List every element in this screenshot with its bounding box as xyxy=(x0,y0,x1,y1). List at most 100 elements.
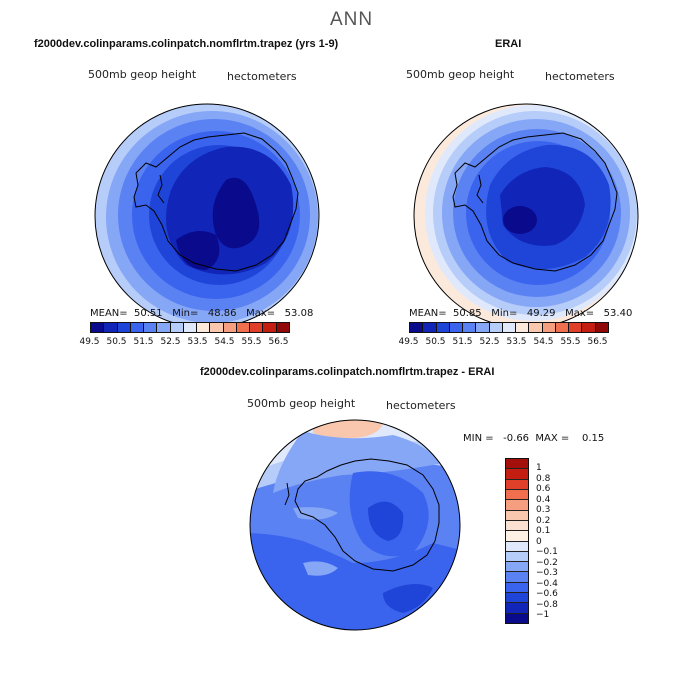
colorbar-swatch xyxy=(223,323,237,332)
obs-stats: MEAN= 50.85 Min= 49.29 Max= 53.40 xyxy=(409,308,632,319)
diff-min-value: -0.66 xyxy=(503,433,530,444)
obs-mean-label: MEAN= xyxy=(409,308,447,319)
colorbar-swatch xyxy=(506,603,528,614)
model-variable-label: 500mb geop height xyxy=(88,68,197,81)
colorbar-swatch xyxy=(506,551,528,563)
colorbar-swatch xyxy=(506,510,528,521)
obs-antarctica-outline xyxy=(452,132,618,272)
colorbar-tick-label: 0.2 xyxy=(536,515,551,526)
colorbar-tick-label: 52.5 xyxy=(479,337,500,347)
diff-antarctica-outline xyxy=(294,458,440,572)
colorbar-swatch xyxy=(130,323,145,332)
colorbar-tick-label: 56.5 xyxy=(587,337,608,347)
colorbar-swatch xyxy=(506,562,528,573)
obs-min-label: Min= xyxy=(491,308,518,319)
colorbar-swatch xyxy=(104,323,118,332)
model-mean-label: MEAN= xyxy=(90,308,128,319)
figure-title: ANN xyxy=(330,9,374,30)
colorbar-swatch xyxy=(555,323,570,332)
colorbar-tick-label: 0.6 xyxy=(536,484,551,495)
model-polar-map xyxy=(94,103,320,329)
colorbar-tick-label: 0.4 xyxy=(536,494,551,505)
colorbar-swatch xyxy=(449,323,464,332)
colorbar-swatch xyxy=(197,323,211,332)
diff-min-label: MIN = xyxy=(463,433,494,444)
colorbar-tick-label: 49.5 xyxy=(398,337,419,347)
colorbar-swatch xyxy=(506,469,528,480)
colorbar-tick-label: 53.5 xyxy=(506,337,527,347)
colorbar-tick-label: 56.5 xyxy=(268,337,289,347)
colorbar-swatch xyxy=(506,479,528,490)
colorbar-swatch xyxy=(529,323,543,332)
colorbar-tick-label: 0 xyxy=(536,536,542,547)
obs-units-label: hectometers xyxy=(545,70,615,83)
obs-max-label: Max= xyxy=(565,308,595,319)
obs-colorbar-ticks: 49.5 50.5 51.5 52.5 53.5 54.5 55.5 56.5 xyxy=(395,337,611,347)
diff-variable-label: 500mb geop height xyxy=(247,397,356,410)
obs-variable-label: 500mb geop height xyxy=(406,68,515,81)
colorbar-tick-label: 53.5 xyxy=(187,337,208,347)
colorbar-tick-label: −0.6 xyxy=(536,589,558,600)
model-min-label: Min= xyxy=(172,308,199,319)
colorbar-tick-label: 49.5 xyxy=(79,337,100,347)
colorbar-tick-label: 51.5 xyxy=(133,337,154,347)
colorbar-swatch xyxy=(250,323,264,332)
colorbar-tick-label: −0.3 xyxy=(536,568,558,579)
obs-max-value: 53.40 xyxy=(603,308,633,319)
colorbar-swatch xyxy=(516,323,530,332)
colorbar-swatch xyxy=(506,613,528,623)
colorbar-swatch xyxy=(436,323,450,332)
colorbar-swatch xyxy=(91,323,105,332)
colorbar-tick-label: −0.2 xyxy=(536,557,558,568)
colorbar-swatch xyxy=(506,582,528,594)
colorbar-swatch xyxy=(276,323,289,332)
obs-min-value: 49.29 xyxy=(526,308,556,319)
model-min-value: 48.86 xyxy=(207,308,237,319)
colorbar-tick-label: −0.1 xyxy=(536,547,558,558)
colorbar-swatch xyxy=(569,323,583,332)
colorbar-swatch xyxy=(263,323,277,332)
colorbar-swatch xyxy=(595,323,608,332)
colorbar-tick-label: 50.5 xyxy=(425,337,446,347)
model-units-label: hectometers xyxy=(227,70,297,83)
diff-panel-title: f2000dev.colinparams.colinpatch.nomflrtm… xyxy=(200,366,495,378)
colorbar-swatch xyxy=(506,500,528,511)
diff-polar-map xyxy=(249,419,461,631)
colorbar-swatch xyxy=(170,323,184,332)
colorbar-tick-label: −1 xyxy=(536,610,550,621)
colorbar-tick-label: 0.1 xyxy=(536,526,551,537)
colorbar-swatch xyxy=(506,593,528,604)
diff-stats: MIN = -0.66 MAX = 0.15 xyxy=(463,433,604,444)
diff-colorbar xyxy=(505,458,529,624)
colorbar-tick-label: 0.3 xyxy=(536,505,551,516)
diff-max-label: MAX = xyxy=(535,433,570,444)
colorbar-swatch xyxy=(476,323,490,332)
colorbar-swatch xyxy=(506,572,528,583)
colorbar-swatch xyxy=(506,520,528,532)
colorbar-swatch xyxy=(117,323,131,332)
colorbar-tick-label: 0.8 xyxy=(536,473,551,484)
diff-units-label: hectometers xyxy=(386,399,456,412)
colorbar-swatch xyxy=(157,323,171,332)
obs-colorbar xyxy=(409,322,609,333)
colorbar-swatch xyxy=(506,531,528,542)
colorbar-swatch xyxy=(489,323,503,332)
colorbar-swatch xyxy=(582,323,596,332)
model-max-label: Max= xyxy=(246,308,276,319)
colorbar-tick-label: 51.5 xyxy=(452,337,473,347)
model-panel-title: f2000dev.colinparams.colinpatch.nomflrtm… xyxy=(34,38,339,50)
colorbar-swatch xyxy=(410,323,424,332)
model-mean-value: 50.51 xyxy=(134,308,163,319)
colorbar-swatch xyxy=(502,323,517,332)
colorbar-tick-label: 54.5 xyxy=(533,337,554,347)
colorbar-swatch xyxy=(210,323,224,332)
colorbar-tick-label: 1 xyxy=(536,463,542,473)
colorbar-tick-label: −0.8 xyxy=(536,599,558,610)
diff-max-value: 0.15 xyxy=(582,433,605,444)
colorbar-tick-label: 52.5 xyxy=(160,337,181,347)
colorbar-swatch xyxy=(144,323,158,332)
model-antarctica-outline xyxy=(133,132,299,272)
colorbar-swatch xyxy=(506,541,528,552)
colorbar-swatch xyxy=(423,323,437,332)
model-max-value: 53.08 xyxy=(284,308,314,319)
